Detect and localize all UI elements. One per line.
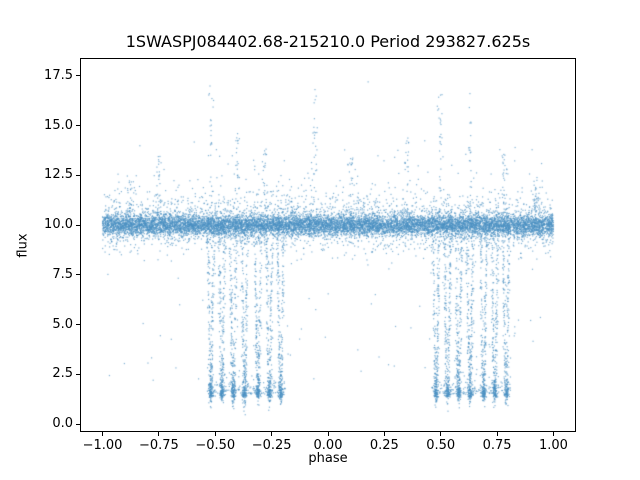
y-tick-label: 12.5 bbox=[44, 167, 73, 183]
x-tick-label: −0.50 bbox=[195, 438, 236, 453]
y-tick-mark bbox=[76, 274, 80, 276]
x-tick-label: 0.75 bbox=[482, 438, 512, 453]
y-tick-mark bbox=[76, 373, 80, 375]
y-tick-mark bbox=[76, 125, 80, 127]
x-axis-label: phase bbox=[308, 451, 348, 466]
x-tick-mark bbox=[214, 432, 216, 436]
y-tick-mark bbox=[76, 324, 80, 326]
x-tick-label: −1.00 bbox=[82, 438, 123, 453]
x-tick-mark bbox=[383, 432, 385, 436]
x-tick-mark bbox=[158, 432, 160, 436]
x-tick-label: −0.25 bbox=[251, 438, 292, 453]
y-tick-mark bbox=[76, 224, 80, 226]
x-tick-mark bbox=[271, 432, 273, 436]
y-tick-label: 0.0 bbox=[52, 416, 73, 432]
x-tick-mark bbox=[440, 432, 442, 436]
scatter-canvas bbox=[80, 58, 576, 432]
x-tick-label: 1.00 bbox=[538, 438, 568, 453]
y-tick-label: 2.5 bbox=[52, 366, 73, 382]
x-tick-mark bbox=[102, 432, 104, 436]
x-tick-mark bbox=[552, 432, 554, 436]
y-axis-label: flux bbox=[15, 232, 31, 258]
y-tick-mark bbox=[76, 174, 80, 176]
x-tick-label: 0.25 bbox=[369, 438, 399, 453]
chart-title: 1SWASPJ084402.68-215210.0 Period 293827.… bbox=[125, 32, 531, 51]
y-tick-label: 15.0 bbox=[44, 117, 73, 133]
plot-area bbox=[80, 58, 576, 432]
x-tick-mark bbox=[327, 432, 329, 436]
x-tick-mark bbox=[496, 432, 498, 436]
y-tick-mark bbox=[76, 423, 80, 425]
y-tick-mark bbox=[76, 75, 80, 77]
y-tick-label: 5.0 bbox=[52, 316, 73, 332]
x-tick-label: 0.50 bbox=[426, 438, 456, 453]
y-tick-label: 17.5 bbox=[44, 67, 73, 83]
y-tick-label: 7.5 bbox=[52, 266, 73, 282]
y-tick-label: 10.0 bbox=[44, 217, 73, 233]
x-tick-label: 0.00 bbox=[313, 438, 343, 453]
x-tick-label: −0.75 bbox=[138, 438, 179, 453]
